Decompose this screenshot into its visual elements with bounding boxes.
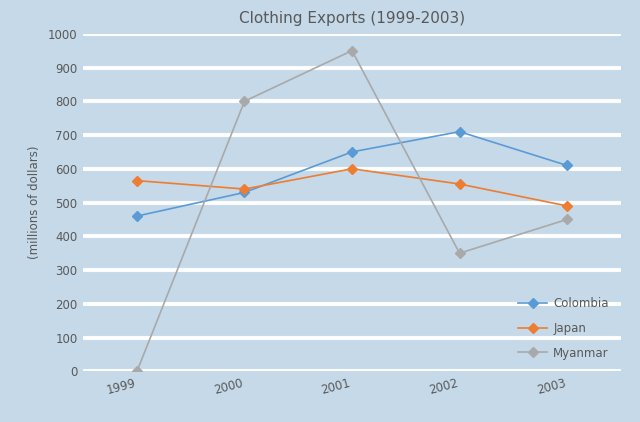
Colombia (133, 214, 141, 219)
Japan (348, 166, 356, 171)
Legend: Colombia, Japan, Myanmar: Colombia, Japan, Myanmar (512, 291, 615, 365)
Myanmar (348, 48, 356, 53)
Myanmar (241, 99, 248, 104)
Line: Colombia: Colombia (134, 128, 570, 219)
Japan (563, 203, 571, 208)
Japan (133, 178, 141, 183)
Myanmar (133, 369, 141, 374)
Title: Clothing Exports (1999-2003): Clothing Exports (1999-2003) (239, 11, 465, 26)
Line: Japan: Japan (134, 165, 570, 209)
Myanmar (563, 217, 571, 222)
Colombia (563, 163, 571, 168)
Line: Myanmar: Myanmar (134, 47, 570, 375)
Japan (456, 181, 463, 187)
Y-axis label: (millions of dollars): (millions of dollars) (28, 146, 41, 259)
Colombia (241, 190, 248, 195)
Colombia (348, 149, 356, 154)
Colombia (456, 129, 463, 134)
Japan (241, 187, 248, 192)
Myanmar (456, 251, 463, 256)
